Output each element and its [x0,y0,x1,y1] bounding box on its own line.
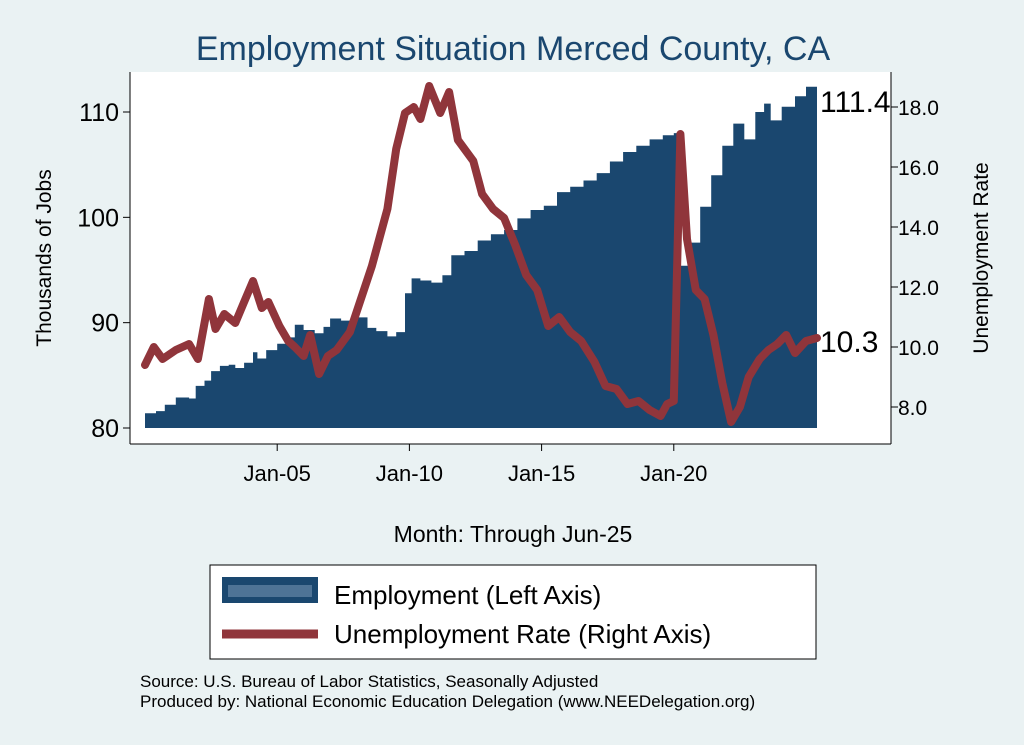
x-axis-label: Month: Through Jun-25 [394,521,633,547]
x-tick-label: Jan-20 [640,461,707,486]
right-tick-label: 16.0 [898,157,939,180]
x-tick-label: Jan-10 [376,461,443,486]
axes: 80 90 100 110 8.0 10.0 12.0 14.0 16.0 18.0 Jan-05 J… [77,72,939,486]
footer-source: Source: U.S. Bureau of Labor Statistics,… [140,672,599,691]
left-tick-label: 80 [91,415,119,443]
right-axis-label: Unemployment Rate [970,162,993,353]
footer-produced: Produced by: National Economic Education… [140,692,756,711]
unemployment-last-value-label: 10.3 [820,326,878,359]
left-tick-label: 100 [77,204,119,232]
x-tick-label: Jan-15 [508,461,575,486]
footer: Source: U.S. Bureau of Labor Statistics,… [140,672,755,712]
legend-swatch-employment-highlight [228,585,312,597]
right-tick-label: 8.0 [898,397,927,420]
x-tick-label: Jan-05 [244,461,311,486]
legend: Employment (Left Axis) Unemployment Rate… [209,564,817,660]
legend-label-unemployment: Unemployment Rate (Right Axis) [334,619,711,649]
right-tick-label: 12.0 [898,277,939,300]
left-axis-label: Thousands of Jobs [33,169,56,346]
left-tick-label: 110 [79,99,119,127]
right-tick-label: 14.0 [898,217,939,240]
unemployment-line-layer [141,82,821,426]
chart-title: Employment Situation Merced County, CA [196,30,831,68]
legend-label-employment: Employment (Left Axis) [334,580,601,610]
employment-last-value-label: 111.4 [820,86,891,119]
unemployment-line [141,82,821,426]
right-tick-label: 18.0 [898,97,939,120]
left-tick-label: 90 [91,310,119,338]
right-tick-label: 10.0 [898,337,939,360]
